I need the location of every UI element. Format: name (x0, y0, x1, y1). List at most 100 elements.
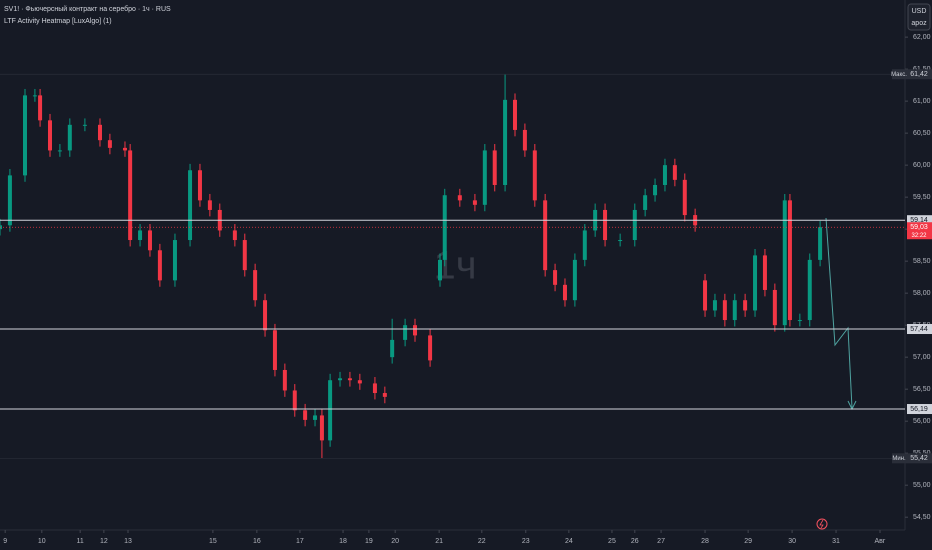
candle-body (372, 383, 377, 394)
candle-body (413, 325, 418, 336)
candle-body (643, 195, 648, 210)
candle-body (632, 209, 637, 241)
candle-body (172, 240, 177, 281)
candle-body (253, 270, 258, 301)
y-tick-label: 58,50 (913, 258, 931, 265)
candle-body (107, 140, 112, 148)
candle-body (703, 280, 708, 311)
x-tick-label: 25 (608, 538, 616, 545)
candle-body (347, 378, 352, 381)
candle-body (47, 120, 52, 151)
candle-body (457, 195, 462, 201)
candle-body (772, 289, 777, 326)
candle-body (357, 380, 362, 384)
max-label-box (907, 69, 932, 80)
chart-title: SV1! · Фьючерсный контракт на серебро · … (4, 5, 171, 13)
event-icon[interactable] (816, 518, 828, 530)
candle-body (38, 95, 43, 121)
candle-body (0, 225, 2, 230)
candle-body (482, 150, 487, 205)
candle-body (57, 150, 62, 152)
candle-body (292, 390, 297, 411)
max-label: 61,42 (910, 71, 928, 78)
candle-body (97, 124, 102, 141)
min-name-box (892, 453, 907, 464)
level-label-box (907, 324, 932, 335)
x-tick-label: 28 (701, 538, 709, 545)
candle-body (22, 95, 27, 176)
level-label: 56,19 (910, 406, 928, 413)
x-tick-label: 10 (38, 538, 46, 545)
x-tick-label: 16 (253, 538, 261, 545)
x-tick-label: 12 (100, 538, 108, 545)
last-price-box (907, 222, 932, 240)
candle-body (553, 270, 558, 285)
candle-body (319, 415, 324, 441)
candle-body (807, 259, 812, 321)
y-tick-label: 58,00 (913, 290, 931, 297)
candle-body (818, 227, 823, 260)
candle-body (532, 150, 537, 201)
candle-body (512, 99, 517, 130)
x-tick-label: 15 (209, 538, 217, 545)
candle-body (743, 300, 748, 311)
x-tick-label: 29 (744, 538, 752, 545)
candle-body (263, 300, 268, 331)
min-label-box (907, 453, 932, 464)
candle-body (67, 124, 72, 151)
currency-note[interactable]: apoz (911, 20, 927, 27)
y-tick-label: 62,00 (913, 34, 931, 41)
x-tick-label: 20 (391, 538, 399, 545)
candle-body (522, 129, 527, 151)
candle-body (472, 200, 477, 205)
x-tick-label: 21 (435, 538, 443, 545)
candle-body (390, 339, 395, 358)
candle-body (82, 124, 87, 126)
indicator-name: LTF Activity Heatmap [LuxAlgo] (1) (4, 18, 112, 25)
currency[interactable]: USD (912, 8, 927, 15)
x-tick-label: 11 (77, 538, 84, 545)
candle-body (207, 200, 212, 210)
candle-body (382, 393, 387, 397)
candle-body (188, 170, 193, 241)
candle-body (147, 230, 152, 251)
y-tick-label: 60,00 (913, 162, 931, 169)
candle-body (403, 325, 408, 340)
candle-body (32, 95, 37, 97)
x-tick-label: 27 (657, 538, 665, 545)
candle-body (492, 150, 497, 185)
level-label-box (907, 215, 932, 226)
x-tick-label: 9 (3, 538, 7, 545)
x-tick-label: 30 (788, 538, 796, 545)
projection-path (825, 217, 853, 409)
x-tick-label: 26 (631, 538, 639, 545)
candle-body (122, 147, 127, 151)
candle-body (782, 200, 787, 326)
level-label-box (907, 404, 932, 415)
candle-body (682, 179, 687, 216)
candle-body (603, 209, 608, 241)
currency-box[interactable] (907, 3, 931, 31)
x-tick-label: 18 (339, 538, 347, 545)
marks: 54,5055,0055,5056,0056,5057,0057,5058,00… (0, 34, 932, 545)
candle-body (7, 175, 12, 226)
candle-body (232, 230, 237, 241)
candle-body (338, 378, 343, 381)
level-label: 59,14 (910, 217, 928, 224)
candle-body (572, 259, 577, 301)
min-name: Мин. (892, 456, 906, 462)
candle-body (128, 150, 133, 241)
last-price-countdown: 32:22 (911, 233, 927, 239)
x-tick-label: 24 (565, 538, 573, 545)
candle-body (157, 250, 162, 281)
candle-body (272, 330, 277, 370)
x-tick-label: 13 (124, 538, 132, 545)
max-name-box (892, 69, 907, 80)
max-name: Макс. (891, 72, 907, 78)
y-tick-label: 54,50 (913, 514, 931, 521)
candle-body (197, 170, 202, 201)
candle-body (787, 200, 792, 321)
x-tick-label: 19 (365, 538, 373, 545)
x-tick-label: Авг (875, 538, 886, 545)
